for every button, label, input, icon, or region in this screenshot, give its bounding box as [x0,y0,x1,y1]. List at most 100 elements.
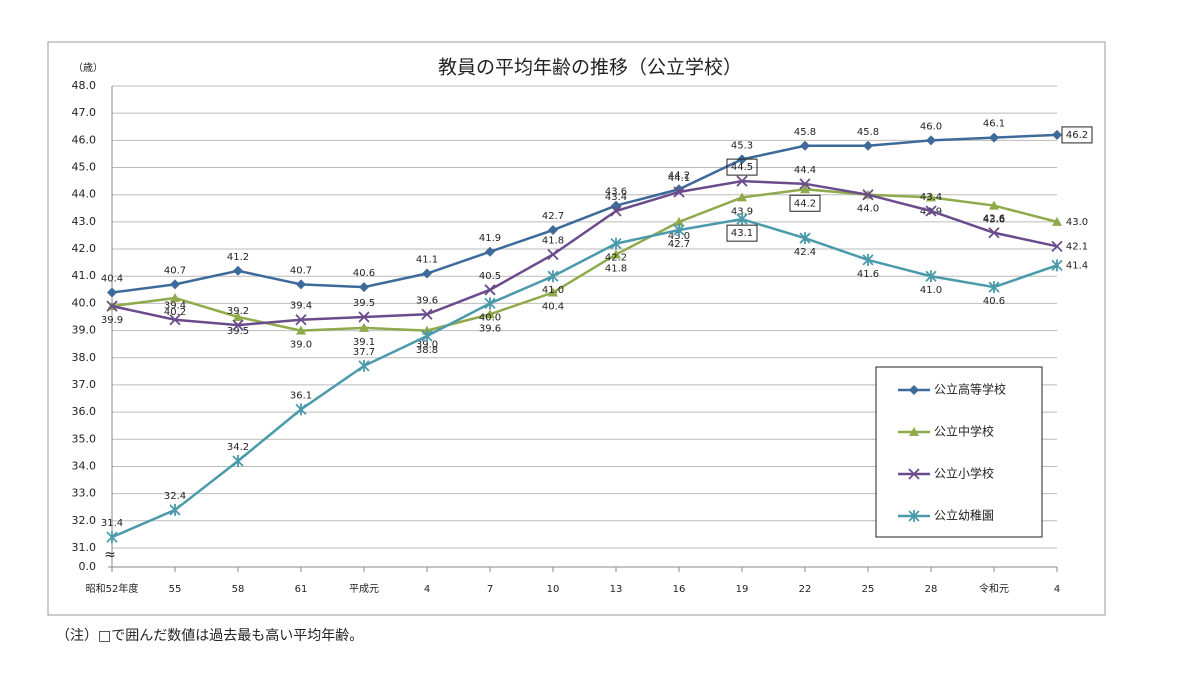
marker [674,216,684,226]
footnote: （注）□で囲んだ数値は過去最も高い平均年齢。 [56,627,363,644]
data-label: 43.4 [920,192,942,203]
highlight-box [1061,126,1093,144]
y-tick-label: 48.0 [72,79,97,92]
data-label: 39.5 [227,326,249,337]
y-tick-label: 40.0 [72,296,97,309]
marker [673,224,685,237]
x-tick-label: 平成元 [349,583,379,595]
marker [295,314,307,326]
data-label: 44.2 [794,198,816,209]
y-tick-label: 41.0 [72,269,97,282]
marker [610,205,622,217]
data-label: 40.2 [164,307,186,318]
marker [800,140,810,151]
marker [169,314,181,326]
data-label: 43.0 [1066,217,1088,228]
data-label: 40.5 [479,271,501,282]
data-label: 40.6 [983,296,1005,307]
x-tick-label: 4 [1054,584,1060,595]
data-label: 40.7 [290,265,312,276]
x-tick-label: 7 [487,584,493,595]
marker [547,270,559,283]
data-label: 39.0 [290,340,312,351]
marker [421,308,433,320]
data-label: 40.6 [353,268,375,279]
data-label: 40.4 [542,302,564,313]
marker [989,200,999,210]
marker [1052,216,1062,226]
highlight-box [789,194,821,212]
data-label: 44.1 [668,173,690,184]
data-label: 38.8 [416,345,438,356]
data-label: 46.1 [983,119,1005,130]
data-label: 42.1 [1066,241,1088,252]
axis-break: ≈ [104,547,116,563]
data-label: 41.1 [416,255,438,266]
data-label: 39.9 [101,315,123,326]
marker [909,427,919,436]
marker [295,403,307,416]
marker [232,319,244,331]
marker [925,270,937,283]
data-label: 43.1 [731,228,753,239]
data-label: 39.0 [416,340,438,351]
y-tick-label: 43.0 [72,215,97,228]
data-label: 42.7 [668,239,690,250]
y-tick-label: 39.0 [72,324,97,337]
y-tick-label: 44.0 [72,188,97,201]
marker [673,186,685,198]
data-label: 43.6 [983,215,1005,226]
data-label: 42.6 [983,214,1005,225]
line [111,133,1058,294]
y-tick-label: 45.0 [72,161,97,174]
x-tick-label: 61 [295,584,308,595]
marker [736,213,748,226]
y-tick-label: 37.0 [72,378,97,391]
data-label: 45.3 [731,140,753,151]
marker [422,268,432,279]
marker [484,297,496,310]
data-label: 41.2 [227,252,249,263]
marker [358,359,370,372]
marker [485,309,495,319]
marker [610,237,622,250]
data-label: 39.2 [227,306,249,317]
legend-box [875,366,1043,538]
marker [232,455,244,468]
data-label: 43.9 [731,206,753,217]
x-tick-label: 4 [424,584,430,595]
x-tick-label: 28 [925,584,938,595]
data-label: 40.4 [101,274,123,285]
marker [233,311,243,321]
x-tick-label: 58 [232,584,245,595]
data-label: 43.6 [605,187,627,198]
marker [989,132,999,143]
x-tick-label: 昭和52年度 [86,582,139,595]
highlight-box [726,224,758,242]
data-label: 42.4 [794,247,816,258]
data-label: 46.0 [920,121,942,132]
data-label: 41.8 [542,235,564,246]
data-label: 39.1 [353,337,375,348]
marker [908,510,920,522]
legend-label: 公立小学校 [934,466,994,481]
data-label: 42.2 [605,253,627,264]
data-label: 41.0 [542,285,564,296]
marker [611,249,621,259]
line [111,188,1058,332]
marker [169,503,181,516]
data-label: 46.2 [1066,130,1088,141]
marker [908,468,920,480]
data-label: 41.6 [857,269,879,280]
data-label: 40.0 [479,312,501,323]
marker [296,325,306,335]
y-tick-label: 0.0 [79,560,97,573]
marker [548,287,558,297]
x-tick-label: 10 [547,584,560,595]
marker [359,282,369,293]
data-label: 44.0 [857,204,879,215]
x-tick-label: 13 [610,584,623,595]
data-label: 32.4 [164,491,186,502]
marker [926,135,936,146]
marker [548,225,558,236]
